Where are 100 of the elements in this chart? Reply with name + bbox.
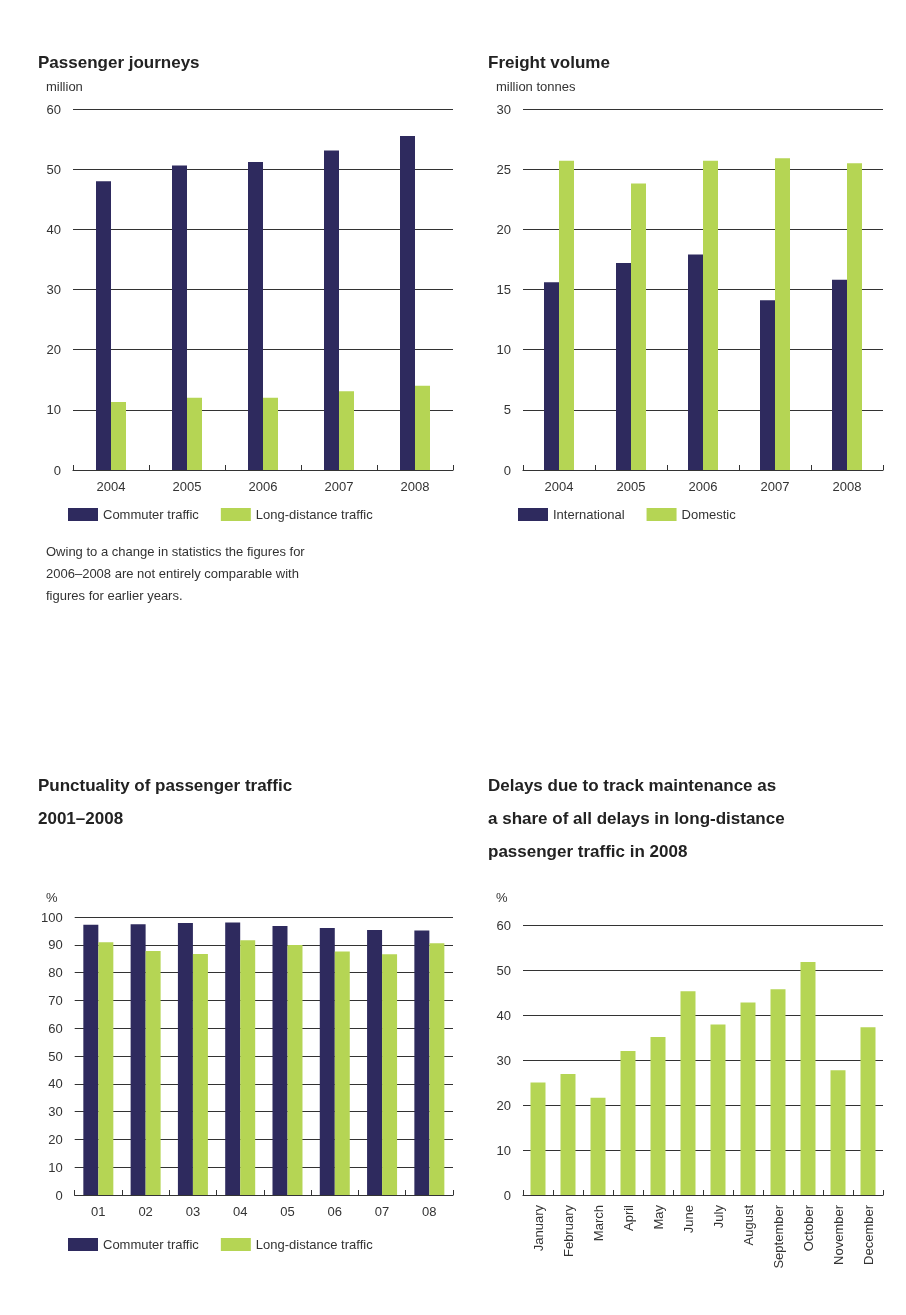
y-tick-label: 60 bbox=[46, 101, 61, 117]
bar bbox=[145, 950, 161, 1195]
x-tick-label: 04 bbox=[232, 1204, 248, 1219]
y-tick-label: 0 bbox=[53, 462, 61, 478]
y-tick-label: 0 bbox=[503, 1187, 511, 1203]
chart-title: Passenger journeys bbox=[38, 52, 201, 74]
chart-title: Punctuality of passenger traffic 2001–2008 bbox=[38, 775, 294, 830]
legend-label: Long-distance traffic bbox=[255, 1237, 374, 1252]
x-tick-label: May bbox=[650, 1204, 666, 1230]
bar bbox=[272, 925, 288, 1195]
y-tick-label: 20 bbox=[496, 1097, 511, 1113]
y-tick-label: 0 bbox=[503, 462, 511, 478]
bar bbox=[710, 1024, 726, 1195]
x-tick-label: 08 bbox=[422, 1204, 437, 1219]
y-axis-title: % bbox=[496, 890, 508, 905]
bar bbox=[832, 279, 847, 470]
bar bbox=[240, 940, 256, 1195]
bar bbox=[800, 961, 816, 1195]
chart-title: Freight volume bbox=[488, 52, 611, 74]
y-tick-label: 30 bbox=[496, 1052, 511, 1068]
x-tick-label: August bbox=[740, 1204, 756, 1246]
text: Owing to a change in statistics the figures for 2006–2008 are not entirely comparable with figures for earlier years. bbox=[46, 543, 306, 605]
bar bbox=[631, 183, 646, 470]
legend-label: Domestic bbox=[681, 507, 737, 522]
x-tick-label: 05 bbox=[280, 1204, 295, 1219]
x-tick-label: 2004 bbox=[544, 479, 574, 494]
bar bbox=[770, 989, 786, 1195]
x-tick-label: April bbox=[620, 1204, 636, 1232]
x-tick-label: December bbox=[860, 1204, 876, 1265]
bar bbox=[620, 1051, 636, 1195]
y-tick-label: 10 bbox=[48, 1159, 63, 1175]
bar bbox=[187, 397, 202, 470]
bar bbox=[688, 254, 703, 470]
bar bbox=[760, 300, 775, 470]
bar bbox=[263, 397, 278, 470]
x-tick-label: 07 bbox=[374, 1204, 390, 1219]
legend-label: Long-distance traffic bbox=[255, 507, 374, 522]
x-tick-label: 02 bbox=[138, 1204, 153, 1219]
y-tick-label: 50 bbox=[496, 962, 511, 978]
y-tick-label: 40 bbox=[48, 1076, 63, 1092]
bar bbox=[703, 160, 718, 470]
bar bbox=[172, 165, 187, 470]
bar bbox=[339, 391, 354, 470]
x-tick-label: September bbox=[770, 1204, 786, 1269]
x-tick-label: 03 bbox=[185, 1204, 201, 1219]
y-tick-label: 40 bbox=[496, 1007, 511, 1023]
bar bbox=[334, 951, 350, 1195]
bar bbox=[740, 1002, 756, 1195]
x-tick-label: July bbox=[710, 1204, 726, 1229]
x-tick-label: October bbox=[800, 1204, 816, 1252]
bar bbox=[177, 923, 193, 1195]
x-tick-label: 01 bbox=[91, 1204, 106, 1219]
bar bbox=[530, 1082, 546, 1195]
bar bbox=[680, 991, 696, 1195]
bar bbox=[544, 282, 559, 470]
y-tick-label: 60 bbox=[48, 1020, 63, 1036]
y-tick-label: 90 bbox=[48, 937, 63, 953]
x-tick-label: January bbox=[530, 1204, 546, 1252]
bar bbox=[192, 953, 208, 1195]
x-tick-label: 2006 bbox=[248, 479, 278, 494]
bar bbox=[830, 1070, 846, 1195]
bar bbox=[860, 1027, 876, 1195]
y-axis-title: % bbox=[46, 890, 58, 905]
y-tick-label: 50 bbox=[48, 1048, 63, 1064]
y-tick-label: 30 bbox=[496, 101, 511, 117]
bar bbox=[248, 161, 263, 470]
x-tick-label: 2005 bbox=[172, 479, 202, 494]
bar bbox=[400, 136, 415, 470]
bar bbox=[382, 954, 398, 1195]
x-tick-label: 2008 bbox=[832, 479, 862, 494]
x-tick-label: 2007 bbox=[324, 479, 354, 494]
y-tick-label: 20 bbox=[496, 221, 511, 237]
bar bbox=[111, 402, 126, 470]
legend-label: Commuter traffic bbox=[103, 1237, 200, 1252]
x-tick-label: February bbox=[560, 1204, 576, 1258]
bar bbox=[367, 930, 383, 1195]
y-tick-label: 70 bbox=[48, 992, 63, 1008]
legend-label: Commuter traffic bbox=[103, 507, 200, 522]
bar bbox=[616, 263, 631, 470]
bar bbox=[130, 924, 146, 1195]
x-tick-label: 2004 bbox=[96, 479, 126, 494]
bar bbox=[559, 160, 574, 470]
y-tick-label: 30 bbox=[46, 282, 61, 297]
bar bbox=[847, 163, 862, 470]
y-tick-label: 40 bbox=[46, 221, 61, 237]
y-tick-label: 80 bbox=[48, 965, 63, 981]
y-tick-label: 5 bbox=[503, 402, 511, 418]
y-tick-label: 0 bbox=[55, 1187, 63, 1203]
legend-label: International bbox=[553, 507, 625, 522]
bar bbox=[429, 943, 445, 1195]
bar bbox=[324, 150, 339, 470]
y-axis-title: million bbox=[46, 79, 83, 94]
x-tick-label: 2006 bbox=[688, 479, 718, 494]
y-tick-label: 20 bbox=[46, 342, 61, 358]
y-tick-label: 10 bbox=[496, 1142, 511, 1158]
bar bbox=[590, 1097, 606, 1195]
bar bbox=[560, 1073, 576, 1195]
y-tick-label: 50 bbox=[46, 161, 61, 177]
bar bbox=[225, 922, 241, 1195]
y-tick-label: 25 bbox=[496, 161, 511, 177]
